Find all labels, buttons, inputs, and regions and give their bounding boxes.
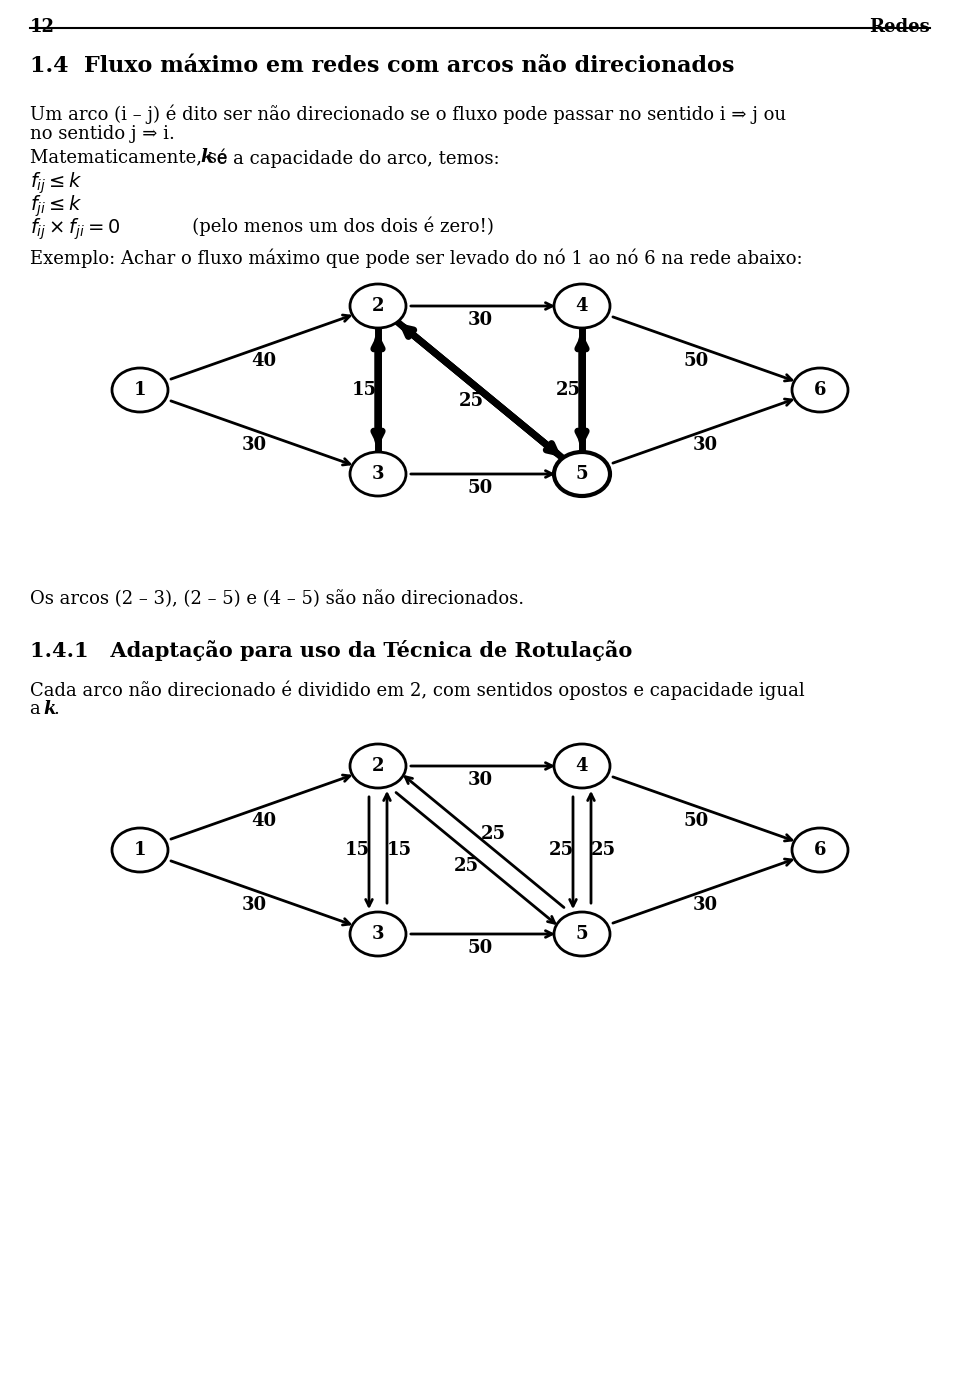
- Text: Cada arco não direcionado é dividido em 2, com sentidos opostos e capacidade igu: Cada arco não direcionado é dividido em …: [30, 680, 804, 700]
- Ellipse shape: [554, 284, 610, 328]
- Text: 30: 30: [468, 771, 492, 789]
- Text: 15: 15: [345, 841, 370, 859]
- Ellipse shape: [350, 284, 406, 328]
- Text: .: .: [53, 700, 59, 718]
- Text: 25: 25: [590, 841, 615, 859]
- Text: 50: 50: [684, 352, 709, 370]
- Text: 3: 3: [372, 465, 384, 483]
- Ellipse shape: [554, 912, 610, 956]
- Ellipse shape: [554, 453, 610, 496]
- Text: 30: 30: [468, 312, 492, 330]
- Text: $f_{ij} \times f_{ji} = 0$: $f_{ij} \times f_{ji} = 0$: [30, 217, 121, 242]
- Text: 1: 1: [133, 381, 146, 400]
- Text: k: k: [43, 700, 56, 718]
- Text: 30: 30: [242, 897, 267, 914]
- Ellipse shape: [112, 367, 168, 412]
- Text: 6: 6: [814, 381, 827, 400]
- Ellipse shape: [350, 745, 406, 788]
- Text: 40: 40: [252, 352, 276, 370]
- Ellipse shape: [350, 912, 406, 956]
- Text: (pelo menos um dos dois é zero!): (pelo menos um dos dois é zero!): [175, 217, 493, 236]
- Ellipse shape: [554, 745, 610, 788]
- Ellipse shape: [350, 453, 406, 496]
- Text: é a capacidade do arco, temos:: é a capacidade do arco, temos:: [211, 148, 499, 168]
- Text: Exemplo: Achar o fluxo máximo que pode ser levado do nó 1 ao nó 6 na rede abaixo: Exemplo: Achar o fluxo máximo que pode s…: [30, 249, 803, 267]
- Text: 15: 15: [351, 381, 376, 400]
- Text: 30: 30: [693, 897, 718, 914]
- Text: 1.4  Fluxo máximo em redes com arcos não direcionados: 1.4 Fluxo máximo em redes com arcos não …: [30, 54, 734, 77]
- Text: 3: 3: [372, 925, 384, 943]
- Text: Redes: Redes: [869, 18, 930, 36]
- Text: 40: 40: [252, 812, 276, 830]
- Text: 1.4.1   Adaptação para uso da Técnica de Rotulação: 1.4.1 Adaptação para uso da Técnica de R…: [30, 640, 633, 661]
- Text: 5: 5: [576, 925, 588, 943]
- Text: 25: 25: [556, 381, 581, 400]
- Ellipse shape: [112, 828, 168, 872]
- Text: no sentido j ⇒ i.: no sentido j ⇒ i.: [30, 124, 175, 142]
- Text: 1: 1: [133, 841, 146, 859]
- Text: 2: 2: [372, 757, 384, 775]
- Text: 25: 25: [459, 391, 484, 409]
- Text: 6: 6: [814, 841, 827, 859]
- Text: Um arco (i – j) é dito ser não direcionado se o fluxo pode passar no sentido i ⇒: Um arco (i – j) é dito ser não direciona…: [30, 105, 786, 124]
- Text: 4: 4: [576, 757, 588, 775]
- Text: 50: 50: [468, 939, 492, 957]
- Text: k: k: [200, 148, 212, 166]
- Text: 2: 2: [372, 298, 384, 314]
- Text: 30: 30: [242, 436, 267, 454]
- Ellipse shape: [792, 828, 848, 872]
- Text: 15: 15: [387, 841, 412, 859]
- Text: 50: 50: [468, 479, 492, 497]
- Text: 25: 25: [548, 841, 573, 859]
- Text: a: a: [30, 700, 46, 718]
- Text: 30: 30: [693, 436, 718, 454]
- Text: Os arcos (2 – 3), (2 – 5) e (4 – 5) são não direcionados.: Os arcos (2 – 3), (2 – 5) e (4 – 5) são …: [30, 590, 524, 608]
- Text: 12: 12: [30, 18, 55, 36]
- Text: $f_{ij} \leq k$: $f_{ij} \leq k$: [30, 170, 83, 196]
- Text: 50: 50: [684, 812, 709, 830]
- Text: $f_{ji} \leq k$: $f_{ji} \leq k$: [30, 193, 83, 218]
- Text: 4: 4: [576, 298, 588, 314]
- Text: 25: 25: [454, 858, 479, 875]
- Text: 5: 5: [576, 465, 588, 483]
- Ellipse shape: [792, 367, 848, 412]
- Text: 25: 25: [481, 824, 506, 842]
- Text: Matematicamente, se: Matematicamente, se: [30, 148, 233, 166]
